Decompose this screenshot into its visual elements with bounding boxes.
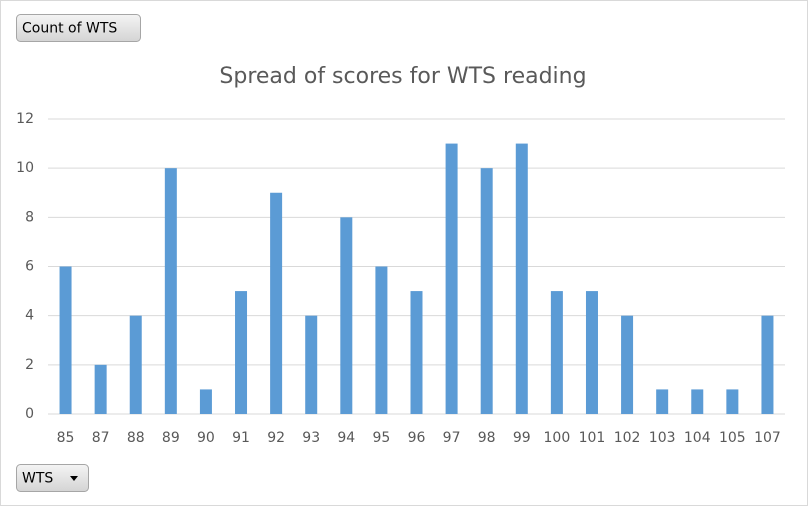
bar: [375, 266, 388, 414]
y-tick-label: 12: [16, 111, 34, 127]
x-tick-label: 92: [267, 430, 285, 446]
bar: [621, 315, 634, 414]
x-tick-label: 93: [302, 430, 320, 446]
button-box[interactable]: [16, 464, 89, 492]
axis-field-button[interactable]: WTS: [16, 464, 89, 492]
bar: [235, 291, 248, 414]
y-tick-label: 0: [25, 406, 34, 422]
x-tick-label: 104: [684, 430, 711, 446]
chart-title: Spread of scores for WTS reading: [219, 64, 586, 89]
x-tick-label: 103: [649, 430, 676, 446]
bar: [656, 389, 669, 414]
x-tick-label: 105: [719, 430, 746, 446]
x-tick-label: 98: [478, 430, 496, 446]
button-label[interactable]: Count of WTS: [22, 21, 117, 37]
y-tick-label: 6: [25, 259, 34, 275]
bar: [164, 168, 177, 414]
x-tick-label: 95: [372, 430, 390, 446]
y-tick-label: 2: [25, 357, 34, 373]
bar: [761, 315, 774, 414]
bar: [585, 291, 598, 414]
y-tick-label: 4: [25, 308, 34, 324]
x-tick-label: 89: [162, 430, 180, 446]
bar: [270, 192, 283, 414]
bar: [480, 168, 493, 414]
bar: [129, 315, 142, 414]
x-tick-label: 88: [127, 430, 145, 446]
bar: [94, 364, 107, 414]
y-tick-label: 10: [16, 160, 34, 176]
x-tick-label: 90: [197, 430, 215, 446]
x-tick-label: 101: [579, 430, 606, 446]
bar: [726, 389, 739, 414]
bar: [515, 143, 528, 415]
x-tick-label: 107: [754, 430, 781, 446]
x-tick-label: 91: [232, 430, 250, 446]
bar: [340, 217, 353, 414]
button-label[interactable]: WTS: [22, 471, 53, 487]
bar: [59, 266, 72, 414]
bar: [445, 143, 458, 415]
x-tick-label: 96: [408, 430, 426, 446]
bar: [550, 291, 563, 414]
x-tick-label: 87: [92, 430, 110, 446]
bar: [305, 315, 318, 414]
x-tick-label: 99: [513, 430, 531, 446]
x-tick-label: 97: [443, 430, 461, 446]
x-tick-label: 94: [337, 430, 355, 446]
x-tick-label: 100: [544, 430, 571, 446]
button-box[interactable]: [16, 14, 141, 42]
value-field-button[interactable]: Count of WTS: [16, 14, 141, 42]
x-tick-label: 85: [57, 430, 75, 446]
y-tick-label: 8: [25, 209, 34, 225]
bar: [199, 389, 212, 414]
dropdown-arrow[interactable]: [70, 476, 78, 481]
bar: [691, 389, 704, 414]
x-tick-label: 102: [614, 430, 641, 446]
bar: [410, 291, 423, 414]
